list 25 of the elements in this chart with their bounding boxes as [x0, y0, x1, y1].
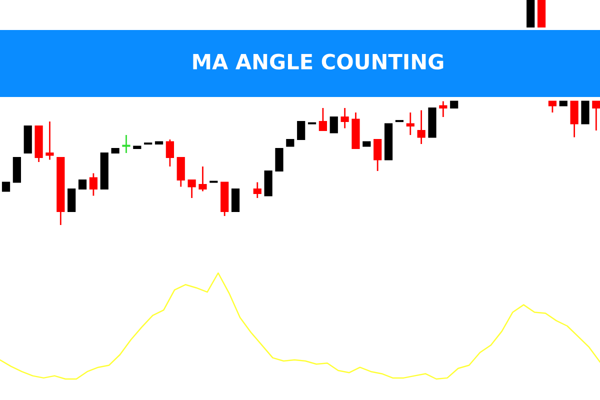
- candlestick: [122, 134, 130, 154]
- candlestick: [198, 166, 207, 192]
- candlestick: [417, 110, 426, 145]
- candlestick: [406, 112, 414, 136]
- candlestick: [46, 120, 54, 160]
- candlestick: [548, 100, 557, 114]
- candlestick: [78, 179, 87, 190]
- candlestick: [592, 100, 600, 132]
- candlestick: [89, 172, 98, 196]
- candlestick: [176, 156, 185, 188]
- text: MA ANGLE COUNTING: [193, 54, 444, 70]
- candlestick: [570, 100, 578, 138]
- candlestick: [253, 182, 262, 199]
- candlestick: [340, 107, 349, 129]
- candlestick: [330, 116, 338, 134]
- candlestick: [297, 120, 306, 140]
- candlestick: [231, 188, 240, 212]
- candlestick: [188, 179, 196, 199]
- candlestick: [439, 100, 448, 118]
- candlestick: [581, 100, 590, 124]
- candlestick: [166, 138, 174, 168]
- candlestick: [68, 188, 76, 212]
- candlestick: [275, 148, 284, 172]
- candlestick: [318, 107, 328, 132]
- candlestick: [374, 138, 382, 172]
